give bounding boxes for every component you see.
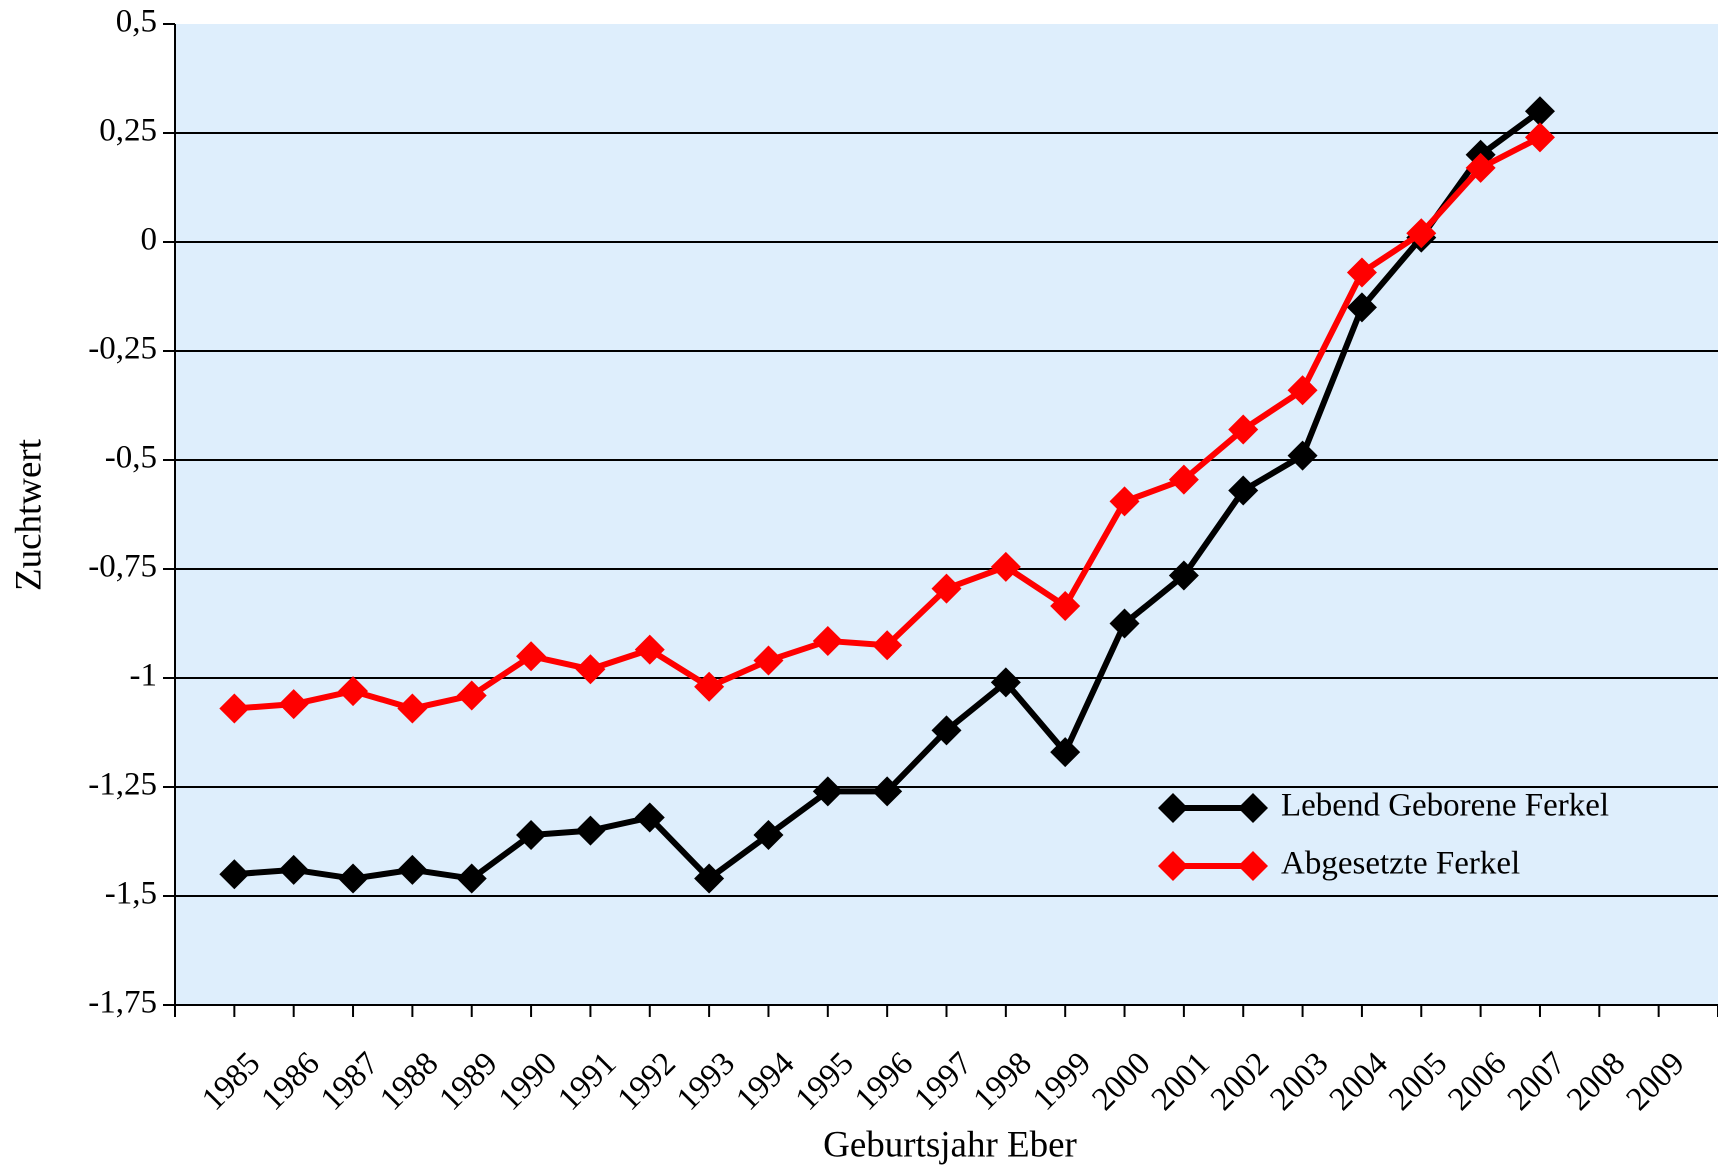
marker [1168,464,1199,495]
marker [278,854,309,885]
marker [1287,375,1318,406]
x-tick-label: 1995 [789,1046,861,1118]
legend-marker [1158,851,1188,881]
x-tick-label: 1989 [433,1046,505,1118]
x-tick-label: 1990 [492,1046,564,1118]
x-tick-label: 1988 [373,1046,445,1118]
y-tick-label: -0,25 [88,331,157,367]
x-tick-label: 1993 [670,1046,742,1118]
x-tick-label: 1999 [1026,1046,1098,1118]
marker [219,859,250,890]
x-tick-label: 2007 [1501,1046,1573,1118]
marker [575,815,606,846]
y-axis-label: Zuchtwert [8,438,49,591]
marker [1346,257,1377,288]
x-tick-label: 1987 [314,1046,386,1118]
x-tick-label: 1997 [907,1046,979,1118]
y-tick-label: -1,25 [88,767,157,803]
y-tick-label: 0 [141,222,158,258]
y-tick-label: -1,5 [105,876,157,912]
x-tick-label: 2000 [1085,1046,1157,1118]
x-tick-label: 1996 [848,1046,920,1118]
marker [1228,475,1259,506]
marker [812,776,843,807]
x-tick-label: 2002 [1204,1046,1276,1118]
legend-label: Lebend Geborene Ferkel [1281,788,1609,824]
marker [931,715,962,746]
marker [1228,414,1259,445]
x-tick-label: 2006 [1442,1046,1514,1118]
marker [397,854,428,885]
marker [1050,737,1081,768]
x-tick-label: 1991 [551,1046,623,1118]
y-tick-label: -0,75 [88,549,157,585]
marker [1406,218,1437,249]
marker [753,645,784,676]
y-tick-label: -1 [130,658,158,694]
x-tick-label: 2008 [1560,1046,1632,1118]
marker [575,654,606,685]
marker [634,802,665,833]
marker [516,641,547,672]
marker [219,693,250,724]
legend-marker [1238,793,1268,823]
marker [1524,122,1555,153]
x-tick-label: 1992 [611,1046,683,1118]
marker [753,819,784,850]
y-tick-label: -0,5 [105,440,157,476]
y-tick-label: 0,5 [116,4,157,40]
marker [1168,560,1199,591]
x-tick-label: 1986 [255,1046,327,1118]
x-tick-label: 1998 [967,1046,1039,1118]
x-tick-label: 2001 [1145,1046,1217,1118]
x-tick-label: 1994 [729,1046,801,1118]
x-tick-label: 1985 [195,1046,267,1118]
legend-marker [1238,851,1268,881]
marker [1109,486,1140,517]
marker [338,676,369,707]
legend-label: Abgesetzte Ferkel [1281,846,1520,882]
marker [872,776,903,807]
x-tick-label: 2004 [1323,1046,1395,1118]
x-axis-label: Geburtsjahr Eber [823,1124,1077,1165]
marker [812,625,843,656]
marker [694,671,725,702]
marker [456,680,487,711]
marker [516,819,547,850]
marker [1465,152,1496,183]
marker [278,689,309,720]
y-tick-label: -1,75 [88,985,157,1021]
marker [338,863,369,894]
x-tick-label: 2009 [1620,1046,1692,1118]
marker [456,863,487,894]
legend-marker [1158,793,1188,823]
marker [990,667,1021,698]
marker [872,630,903,661]
marker [1524,96,1555,127]
marker [1346,292,1377,323]
marker [1287,440,1318,471]
marker [1050,591,1081,622]
marker [931,573,962,604]
marker [1109,608,1140,639]
x-tick-label: 2003 [1263,1046,1335,1118]
marker [397,693,428,724]
marker [990,551,1021,582]
x-tick-label: 2005 [1382,1046,1454,1118]
marker [694,863,725,894]
y-tick-label: 0,25 [99,113,157,149]
marker [634,634,665,665]
